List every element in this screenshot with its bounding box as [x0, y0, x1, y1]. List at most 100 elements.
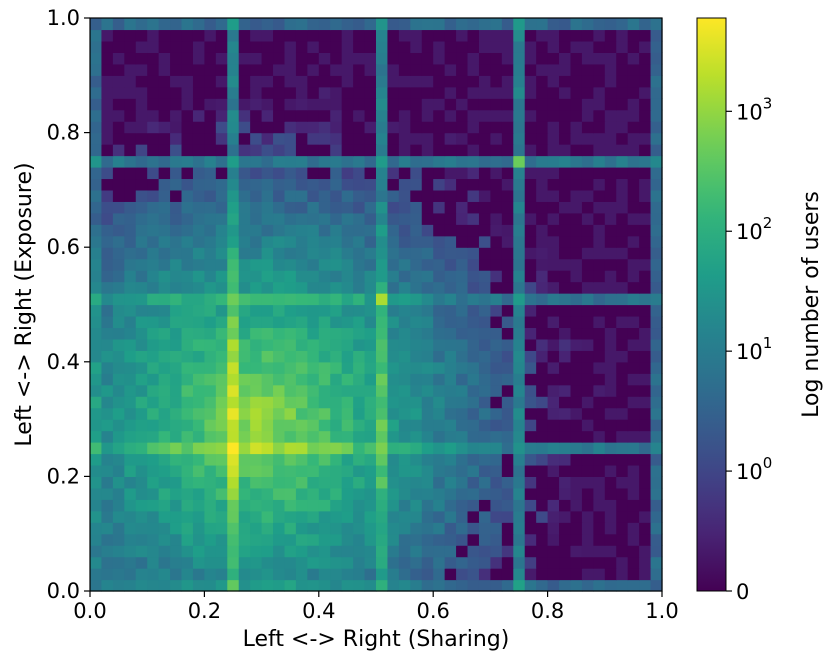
heatmap-cell [490, 327, 503, 340]
heatmap-cell [421, 407, 434, 420]
heatmap-cell [581, 29, 594, 42]
heatmap-cell [295, 98, 308, 111]
heatmap-cell [639, 224, 652, 237]
heatmap-cell [284, 579, 297, 592]
heatmap-cell [650, 407, 663, 420]
heatmap-cell [353, 63, 366, 76]
heatmap-cell [204, 189, 217, 202]
heatmap-cell [501, 189, 514, 202]
heatmap-cell [135, 568, 148, 581]
heatmap-cell [478, 373, 491, 386]
heatmap-cell [570, 407, 583, 420]
heatmap-cell [124, 533, 137, 546]
heatmap-cell [593, 86, 606, 99]
heatmap-cell [215, 52, 228, 65]
heatmap-cell [501, 224, 514, 237]
heatmap-cell [215, 189, 228, 202]
heatmap-cell [421, 121, 434, 134]
heatmap-cell [318, 533, 331, 546]
heatmap-cell [158, 384, 171, 397]
heatmap-cell [604, 293, 617, 306]
heatmap-cell [444, 144, 457, 157]
heatmap-cell [273, 189, 286, 202]
heatmap-cell [639, 442, 652, 455]
heatmap-cell [581, 556, 594, 569]
heatmap-cell [250, 487, 263, 500]
heatmap-cell [181, 235, 194, 248]
heatmap-cell [364, 430, 377, 443]
heatmap-cell [570, 327, 583, 340]
heatmap-cell [273, 522, 286, 535]
heatmap-cell [147, 453, 160, 466]
heatmap-cell [376, 224, 389, 237]
heatmap-cell [215, 178, 228, 191]
heatmap-cell [318, 430, 331, 443]
heatmap-cell [238, 121, 251, 134]
heatmap-cell [616, 556, 629, 569]
heatmap-cell [135, 98, 148, 111]
heatmap-cell [250, 40, 263, 53]
heatmap-cell [627, 533, 640, 546]
heatmap-cell [227, 235, 240, 248]
heatmap-cell [398, 121, 411, 134]
heatmap-cell [570, 258, 583, 271]
heatmap-cell [627, 522, 640, 535]
heatmap-cell [570, 29, 583, 42]
heatmap-cell [307, 350, 320, 363]
heatmap-cell [376, 86, 389, 99]
heatmap-cell [616, 189, 629, 202]
heatmap-cell [547, 166, 560, 180]
heatmap-cell [501, 579, 514, 592]
heatmap-cell [627, 132, 640, 145]
heatmap-cell [101, 487, 114, 500]
heatmap-cell [604, 247, 617, 260]
heatmap-cell [124, 579, 137, 592]
heatmap-cell [433, 75, 446, 88]
heatmap-cell [387, 315, 400, 329]
heatmap-cell [101, 499, 114, 512]
heatmap-cell [444, 52, 457, 65]
heatmap-cell [524, 350, 537, 363]
heatmap-cell [433, 487, 446, 500]
heatmap-cell [639, 373, 652, 386]
heatmap-cell [421, 270, 434, 283]
heatmap-cell [547, 487, 560, 500]
heatmap-cell [604, 40, 617, 53]
heatmap-cell [261, 155, 274, 168]
heatmap-cell [433, 224, 446, 237]
heatmap-cell [627, 52, 640, 65]
heatmap-cell [284, 166, 297, 180]
heatmap-cell [513, 86, 526, 99]
heatmap-cell [307, 545, 320, 558]
heatmap-cell [330, 109, 343, 122]
heatmap-cell [238, 212, 251, 225]
heatmap-cell [135, 281, 148, 294]
heatmap-cell [536, 166, 549, 180]
heatmap-cell [456, 144, 469, 157]
heatmap-cell [353, 350, 366, 363]
heatmap-cell [456, 52, 469, 65]
heatmap-cell [524, 361, 537, 374]
heatmap-cell [433, 579, 446, 592]
heatmap-cell [341, 121, 354, 134]
heatmap-cell [170, 373, 183, 386]
heatmap-cell [227, 487, 240, 500]
heatmap-cell [467, 350, 480, 363]
heatmap-cell [307, 189, 320, 202]
heatmap-cell [341, 52, 354, 65]
heatmap-cell [581, 121, 594, 134]
heatmap-cell [341, 155, 354, 168]
heatmap-cell [421, 522, 434, 535]
heatmap-cell [501, 281, 514, 294]
heatmap-cell [135, 464, 148, 477]
heatmap-cell [101, 189, 114, 202]
heatmap-cell [559, 40, 572, 53]
heatmap-cell [616, 98, 629, 111]
heatmap-cell [181, 18, 194, 31]
heatmap-cell [410, 499, 423, 512]
heatmap-cell [410, 224, 423, 237]
heatmap-cell [192, 315, 205, 329]
heatmap-cell [501, 556, 514, 569]
heatmap-cell [376, 304, 389, 317]
heatmap-cell [478, 166, 491, 180]
